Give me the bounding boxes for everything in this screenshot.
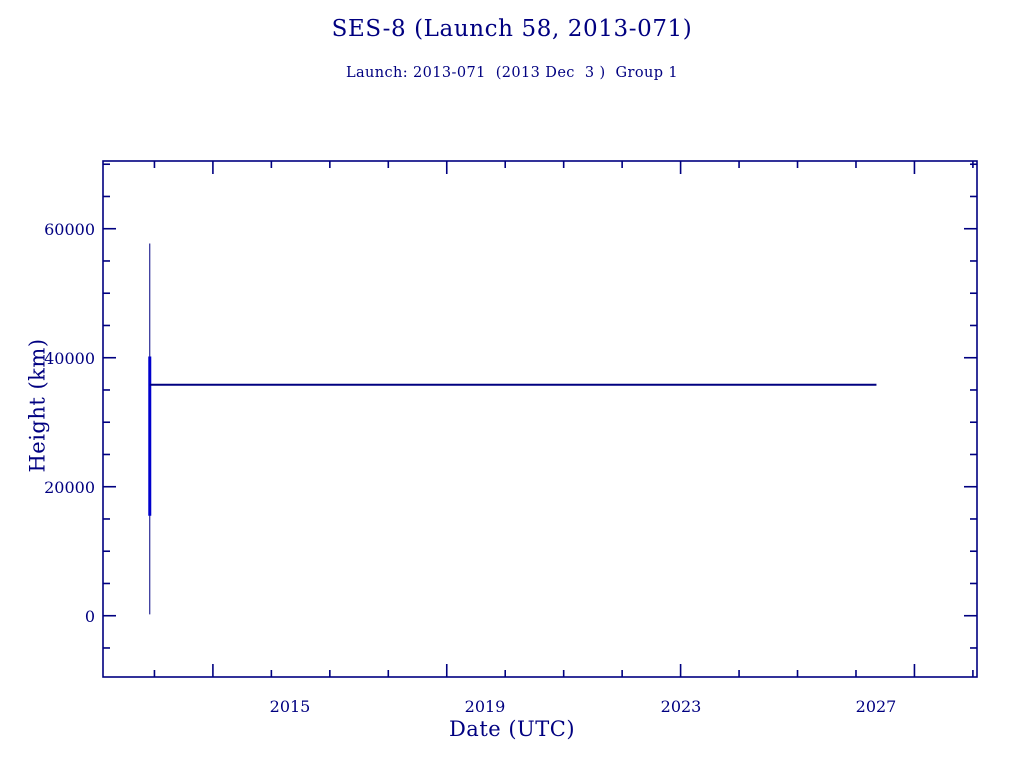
chart-subtitle: Launch: 2013-071 (2013 Dec 3 ) Group 1 <box>345 65 679 81</box>
plot-frame <box>102 160 978 678</box>
x-tick-label-2023: 2023 <box>660 697 702 716</box>
x-tick-label-2015: 2015 <box>269 697 311 716</box>
chart-title: SES-8 (Launch 58, 2013-071) <box>331 16 693 42</box>
data-series-group <box>148 243 877 615</box>
x-tick-label-2027: 2027 <box>855 697 897 716</box>
y-tick-label-20000: 20000 <box>44 478 95 497</box>
x-axis-title: Date (UTC) <box>448 717 576 741</box>
axes-frame <box>102 160 978 678</box>
y-axis-tick-labels: 60000 40000 20000 0 <box>0 0 95 768</box>
y-tick-label-0: 0 <box>84 607 95 626</box>
y-tick-label-60000: 60000 <box>44 220 95 239</box>
y-axis-ticks <box>103 163 977 649</box>
y-tick-label-40000: 40000 <box>44 349 95 368</box>
x-tick-label-2019: 2019 <box>464 697 506 716</box>
x-axis-ticks <box>153 161 974 677</box>
